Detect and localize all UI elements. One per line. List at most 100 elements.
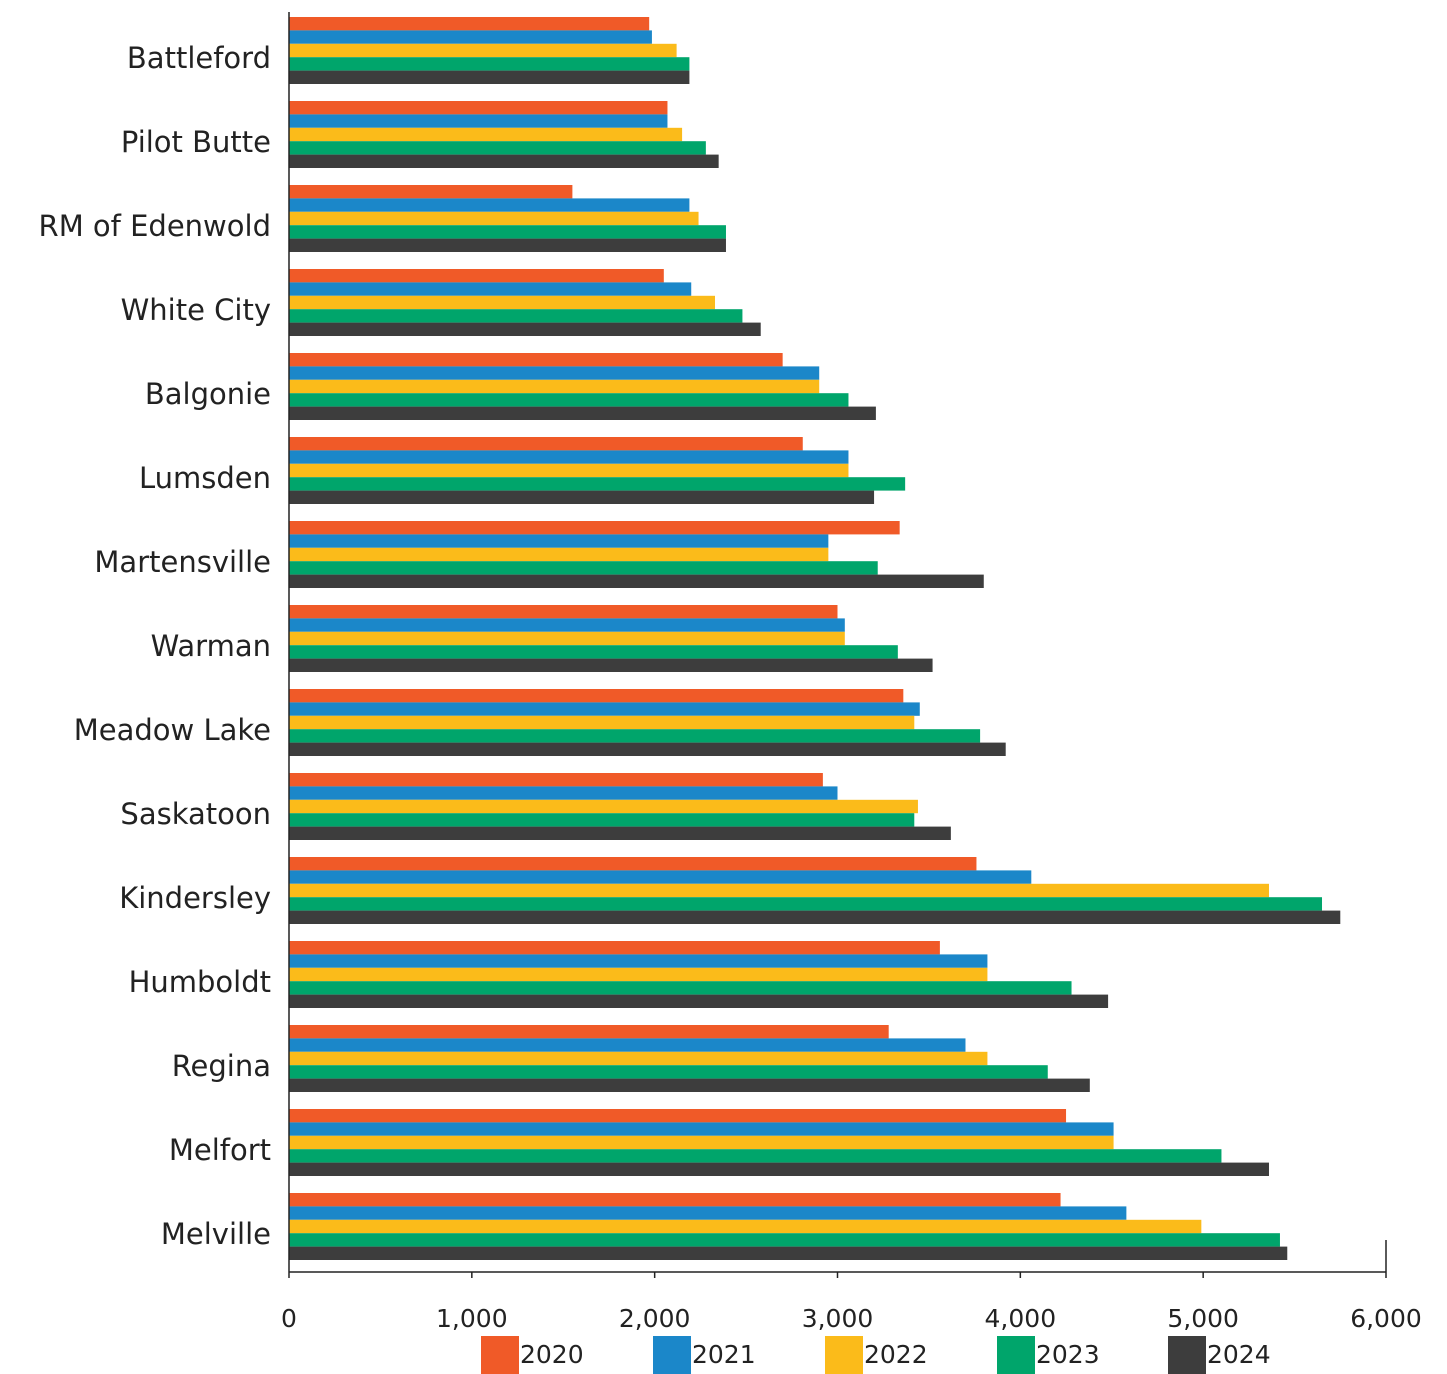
bar — [289, 1051, 988, 1066]
bar — [289, 379, 820, 394]
bar — [289, 282, 692, 296]
legend-label: 2023 — [1036, 1340, 1100, 1369]
category-label: Regina — [172, 1049, 271, 1083]
bar — [289, 645, 898, 659]
x-tick-label: 5,000 — [1167, 1304, 1239, 1333]
bar — [289, 437, 803, 451]
bar — [289, 1065, 1048, 1079]
bar — [289, 43, 677, 58]
bar — [289, 1246, 1288, 1260]
legend-swatch — [997, 1336, 1035, 1374]
bar — [289, 114, 668, 128]
legend-label: 2024 — [1207, 1340, 1271, 1369]
bar — [289, 574, 984, 588]
bar — [289, 561, 878, 575]
category-label: Humboldt — [129, 965, 271, 999]
bar — [289, 238, 726, 252]
bar — [289, 786, 838, 800]
bar — [289, 1078, 1090, 1092]
bar — [289, 366, 820, 380]
category-label: Saskatoon — [120, 797, 271, 831]
bar — [289, 897, 1323, 911]
bar — [289, 994, 1109, 1008]
bar — [289, 631, 845, 646]
x-tick-label: 3,000 — [802, 1304, 874, 1333]
category-label: Melfort — [169, 1133, 271, 1167]
x-tick-label: 1,000 — [436, 1304, 508, 1333]
bar — [289, 185, 573, 199]
bar — [289, 393, 849, 407]
category-label: Meadow Lake — [74, 713, 271, 747]
bar — [289, 618, 845, 632]
bar — [289, 1122, 1114, 1136]
bar — [289, 1193, 1061, 1207]
bar — [289, 1206, 1127, 1220]
category-label: Melville — [161, 1217, 271, 1251]
bar — [289, 101, 668, 115]
bar — [289, 1109, 1067, 1123]
x-tick-label: 6,000 — [1350, 1304, 1422, 1333]
bar — [289, 1038, 966, 1052]
bar — [289, 715, 915, 730]
bar — [289, 729, 981, 743]
bar — [289, 490, 875, 504]
legend-swatch — [1168, 1336, 1206, 1374]
category-label: Balgonie — [145, 377, 271, 411]
bar — [289, 605, 838, 619]
x-tick-label: 2,000 — [619, 1304, 691, 1333]
bar — [289, 773, 823, 787]
bar — [289, 450, 849, 464]
bar — [289, 198, 690, 212]
bar — [289, 30, 652, 44]
bar — [289, 534, 829, 548]
bar — [289, 322, 761, 336]
bar — [289, 826, 951, 840]
bar — [289, 689, 904, 703]
bar — [289, 883, 1269, 898]
bar — [289, 857, 977, 871]
legend-label: 2020 — [520, 1340, 584, 1369]
bar — [289, 1025, 889, 1039]
category-label: Martensville — [94, 545, 271, 579]
bar — [289, 477, 906, 491]
legend-label: 2021 — [692, 1340, 756, 1369]
bar — [289, 295, 716, 310]
category-label: Battleford — [127, 41, 271, 75]
bar — [289, 211, 699, 226]
legend-swatch — [481, 1336, 519, 1374]
bar — [289, 57, 690, 71]
bar — [289, 1135, 1114, 1150]
bar — [289, 521, 900, 535]
bar — [289, 702, 920, 716]
bar — [289, 1233, 1280, 1247]
bar — [289, 127, 683, 142]
bar — [289, 1219, 1202, 1234]
bar — [289, 742, 1006, 756]
bar — [289, 17, 650, 31]
bar — [289, 799, 918, 814]
category-label: Lumsden — [139, 461, 271, 495]
bar — [289, 954, 988, 968]
category-label: RM of Edenwold — [39, 209, 271, 243]
bar — [289, 813, 915, 827]
category-label: White City — [121, 293, 271, 327]
bar — [289, 870, 1032, 884]
bar — [289, 547, 829, 562]
category-label: Warman — [151, 629, 271, 663]
legend-swatch — [825, 1336, 863, 1374]
x-tick-label: 0 — [281, 1304, 297, 1333]
bar — [289, 463, 849, 478]
bar — [289, 967, 988, 982]
category-label: Pilot Butte — [121, 125, 271, 159]
x-tick-label: 4,000 — [985, 1304, 1057, 1333]
bar — [289, 70, 690, 84]
bar — [289, 910, 1341, 924]
bar — [289, 941, 940, 955]
bar — [289, 141, 706, 155]
category-label: Kindersley — [119, 881, 271, 915]
bar — [289, 353, 783, 367]
bar — [289, 225, 726, 239]
bar — [289, 269, 664, 283]
bar — [289, 1149, 1222, 1163]
